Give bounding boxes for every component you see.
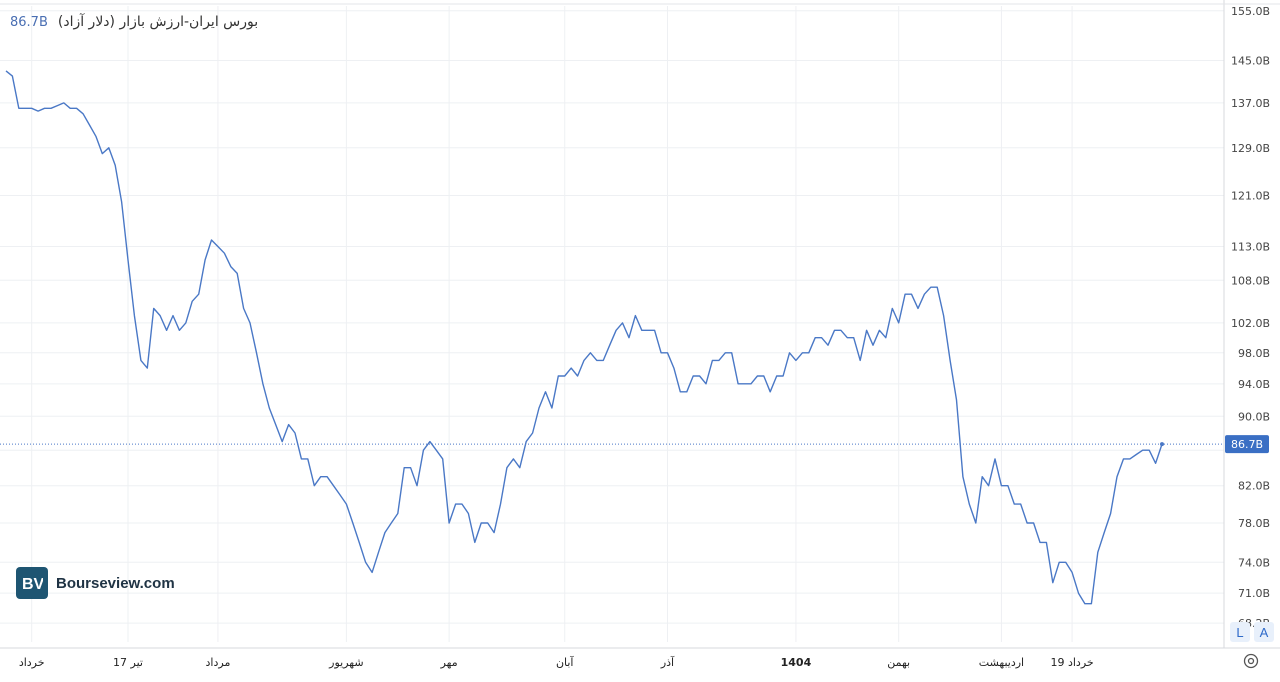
brand-text: Bourseview.com (56, 574, 175, 592)
last-value-badge (1225, 435, 1269, 454)
last-point (1160, 442, 1164, 447)
log-scale-button[interactable]: L (1230, 622, 1250, 642)
y-tick-label: 129.0B (1231, 142, 1270, 155)
series-layer (5, 70, 1163, 605)
x-tick-label: مهر (440, 656, 458, 669)
grid (0, 6, 1224, 642)
y-tick-label: 78.0B (1238, 517, 1270, 530)
y-tick-label: 121.0B (1231, 190, 1270, 203)
x-tick-label: بهمن (887, 656, 910, 669)
y-tick-label: 155.0B (1231, 5, 1270, 18)
x-tick-label: آذر (660, 655, 675, 669)
y-tick-label: 74.0B (1238, 556, 1270, 569)
y-tick-label: 71.0B (1238, 587, 1270, 600)
y-tick-label: 98.0B (1238, 347, 1270, 360)
current-value: 86.7B (10, 14, 48, 30)
chart-header: 86.7B بورس ایران-ارزش بازار (دلار آزاد) (10, 14, 258, 30)
auto-scale-button[interactable]: A (1254, 622, 1274, 642)
x-tick-label: خرداد (19, 656, 45, 669)
last-value-label: 86.7B (1231, 438, 1263, 451)
x-tick-label: 1404 (781, 656, 812, 669)
y-tick-label: 90.0B (1238, 410, 1270, 423)
x-tick-label: 19 خرداد (1050, 656, 1093, 669)
x-tick-label: 17 تیر (113, 656, 143, 669)
svg-text:BV: BV (22, 576, 43, 593)
y-tick-label: 108.0B (1231, 274, 1270, 287)
series-line (5, 70, 1163, 605)
x-tick-label: مرداد (206, 656, 231, 669)
y-tick-label: 102.0B (1231, 317, 1270, 330)
y-tick-label: 145.0B (1231, 55, 1270, 68)
bourseview-logo-icon: BV (16, 567, 48, 599)
x-tick-label: شهریور (328, 656, 363, 669)
chart-title: بورس ایران-ارزش بازار (دلار آزاد) (57, 14, 259, 30)
x-tick-label: آبان (556, 655, 574, 669)
y-tick-label: 137.0B (1231, 97, 1270, 110)
y-tick-label: 94.0B (1238, 378, 1270, 391)
y-tick-label: 113.0B (1231, 241, 1270, 254)
x-tick-label: اردیبهشت (979, 656, 1024, 669)
settings-icon[interactable] (1242, 652, 1260, 670)
y-tick-label: 82.0B (1238, 480, 1270, 493)
labels-layer: 86.7B (0, 435, 1269, 454)
brand-watermark: BV Bourseview.com (16, 567, 175, 599)
